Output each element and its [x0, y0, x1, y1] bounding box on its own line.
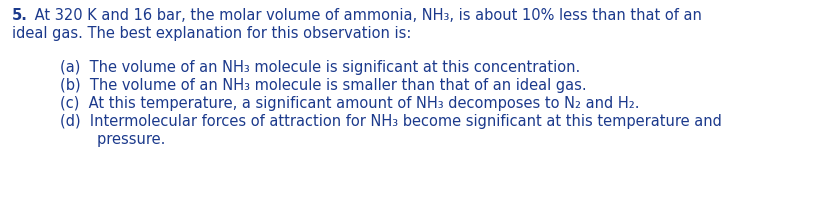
Text: ideal gas. The best explanation for this observation is:: ideal gas. The best explanation for this… — [12, 26, 412, 41]
Text: (c)  At this temperature, a significant amount of NH₃ decomposes to N₂ and H₂.: (c) At this temperature, a significant a… — [60, 96, 639, 111]
Text: (b)  The volume of an NH₃ molecule is smaller than that of an ideal gas.: (b) The volume of an NH₃ molecule is sma… — [60, 78, 587, 93]
Text: pressure.: pressure. — [60, 132, 165, 147]
Text: (d)  Intermolecular forces of attraction for NH₃ become significant at this temp: (d) Intermolecular forces of attraction … — [60, 114, 722, 129]
Text: (a)  The volume of an NH₃ molecule is significant at this concentration.: (a) The volume of an NH₃ molecule is sig… — [60, 60, 580, 75]
Text: 5.: 5. — [12, 8, 28, 23]
Text: At 320 K and 16 bar, the molar volume of ammonia, NH₃, is about 10% less than th: At 320 K and 16 bar, the molar volume of… — [30, 8, 702, 23]
